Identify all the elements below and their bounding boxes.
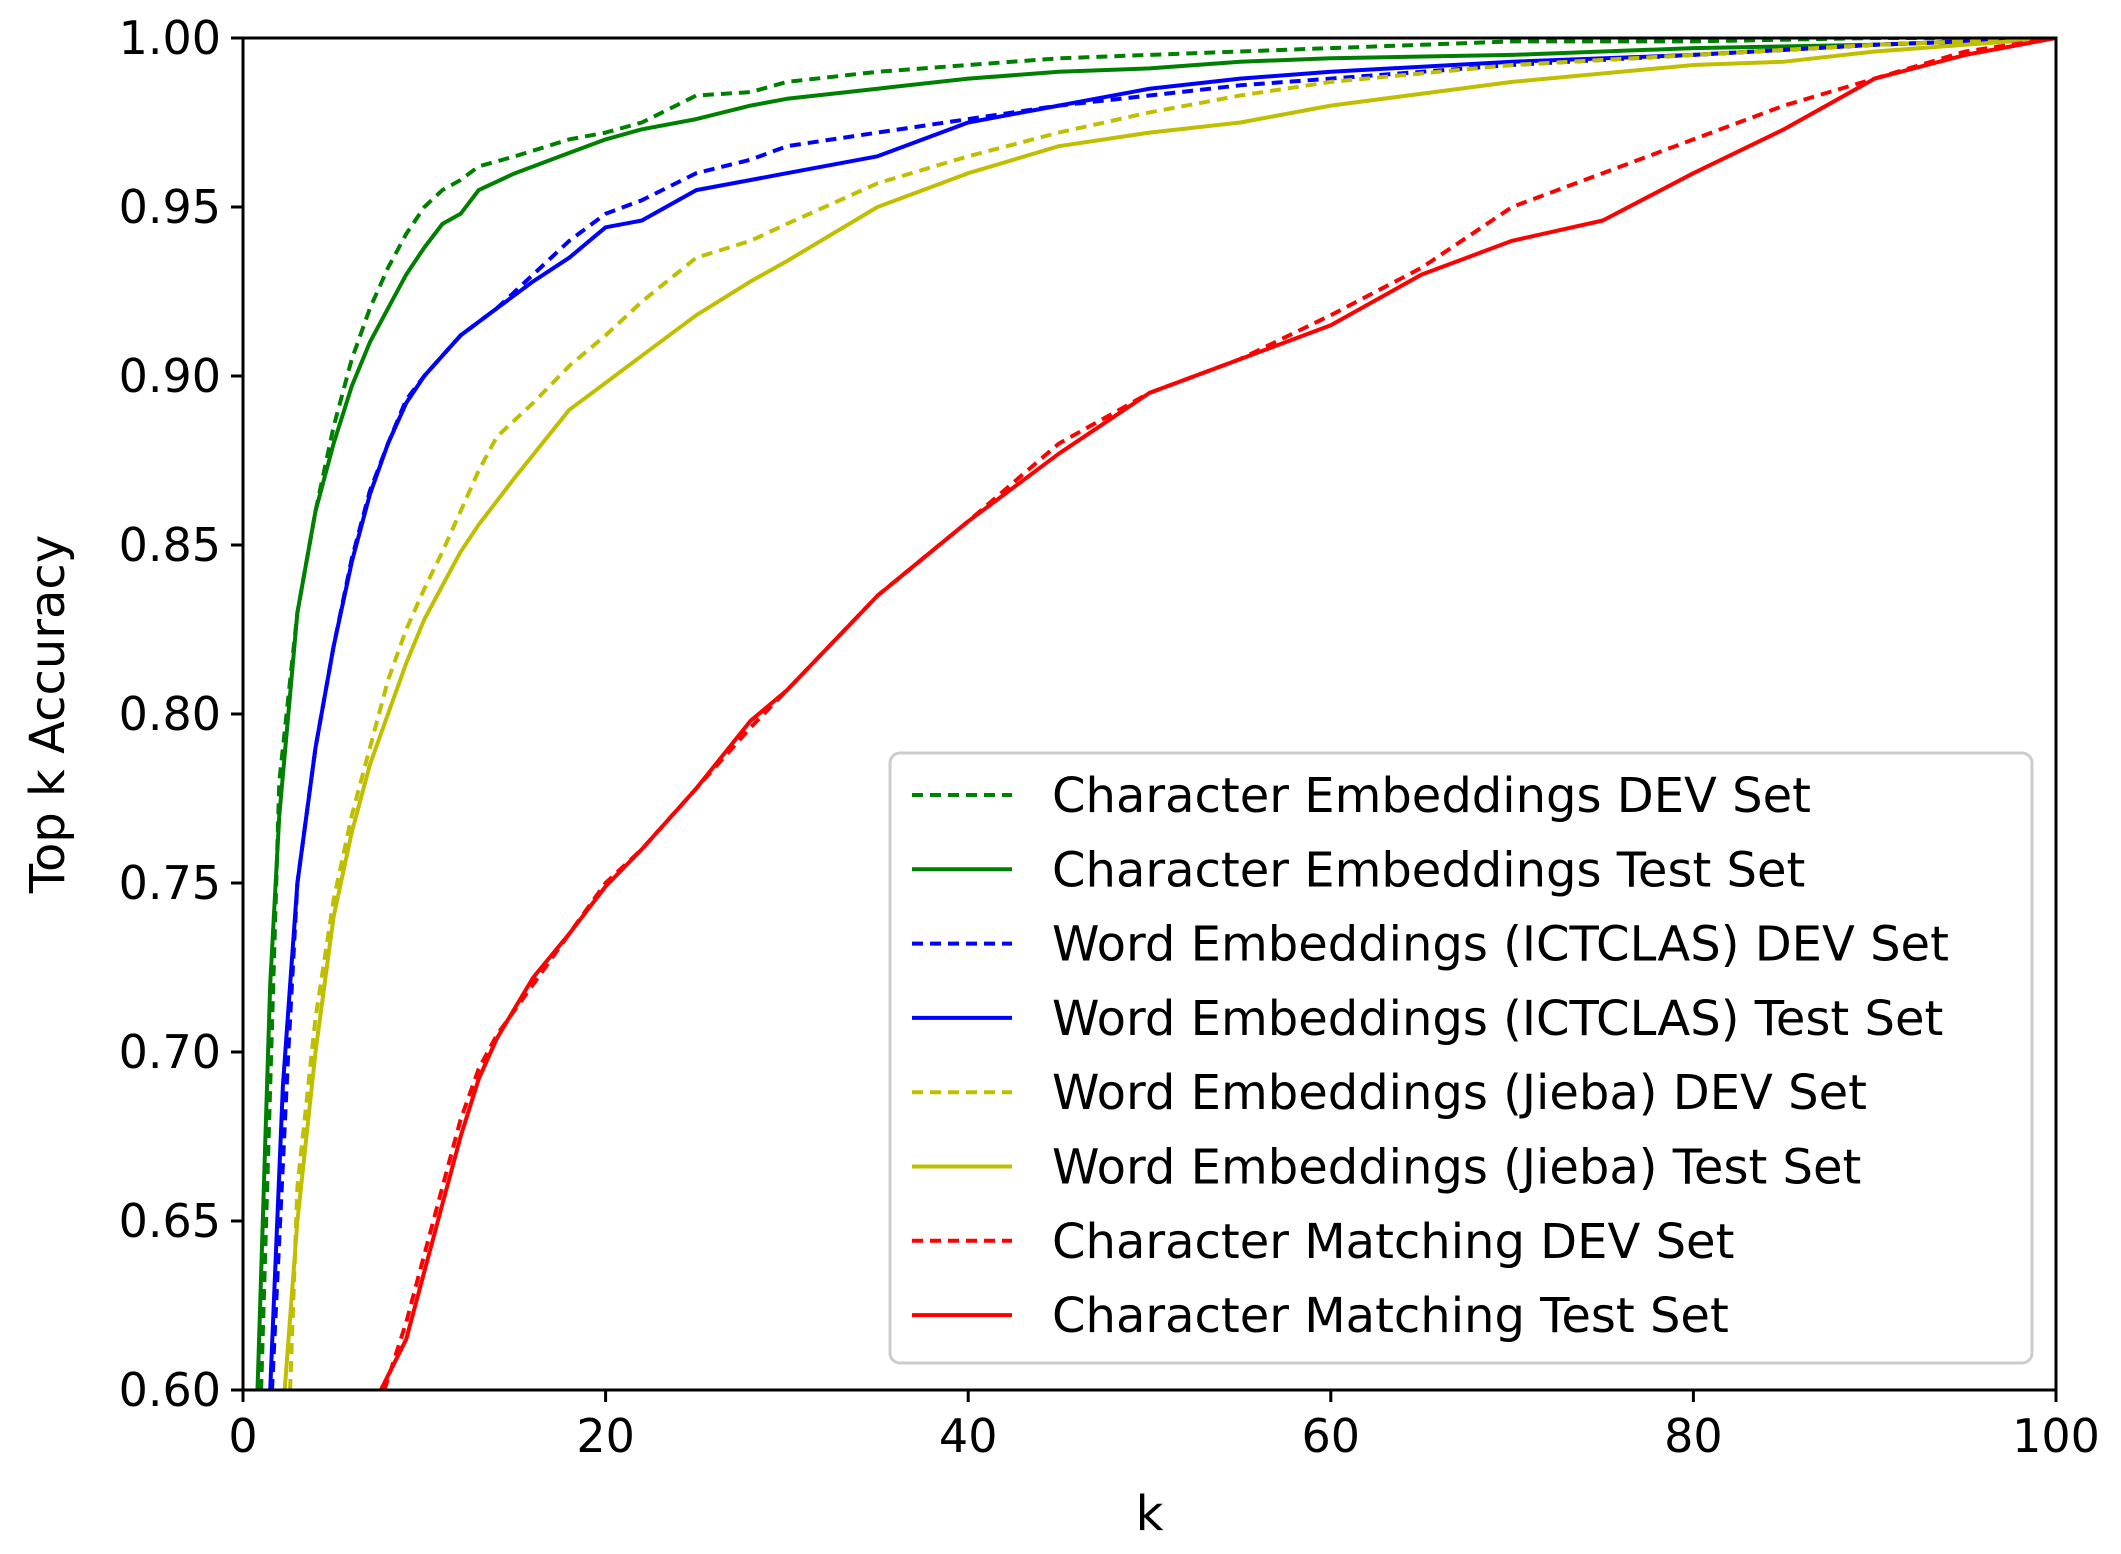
y-tick-label: 0.90: [119, 349, 221, 403]
x-tick-label: 100: [2012, 1409, 2100, 1463]
y-tick-label: 0.95: [119, 180, 221, 234]
legend-label: Word Embeddings (Jieba) Test Set: [1052, 1140, 1861, 1196]
x-tick-label: 0: [228, 1409, 257, 1463]
y-axis: 0.60 0.65 0.70 0.75 0.80 0.85 0.90 0.95 1.00: [119, 11, 243, 1417]
series-line-word-embeddings-jieba-dev-set: [288, 38, 2056, 1390]
x-tick-label: 80: [1664, 1409, 1723, 1463]
x-tick-label: 40: [939, 1409, 998, 1463]
legend: Character Embeddings DEV Set Character Em…: [888, 751, 2034, 1365]
legend-label: Word Embeddings (ICTCLAS) DEV Set: [1052, 917, 1949, 973]
y-tick-label: 1.00: [119, 11, 221, 65]
series-line-character-embeddings-dev-set: [259, 38, 2056, 1390]
y-tick-label: 0.75: [119, 856, 221, 910]
series-line-word-embeddings-ictclas-test-set: [268, 38, 2056, 1390]
legend-label: Word Embeddings (Jieba) DEV Set: [1052, 1065, 1867, 1121]
x-axis-label: k: [1136, 1486, 1164, 1542]
legend-label: Word Embeddings (ICTCLAS) Test Set: [1052, 991, 1943, 1047]
y-tick-label: 0.80: [119, 687, 221, 741]
series-layer: [255, 38, 2056, 1390]
series-line-word-embeddings-ictclas-dev-set: [270, 38, 2056, 1390]
series-line-character-matching-test-set: [379, 38, 2056, 1390]
y-tick-label: 0.65: [119, 1194, 221, 1248]
legend-label: Character Embeddings DEV Set: [1052, 768, 1811, 824]
legend-label: Character Matching DEV Set: [1052, 1214, 1734, 1270]
series-line-character-embeddings-test-set: [255, 38, 2056, 1390]
y-tick-label: 0.85: [119, 518, 221, 572]
x-tick-label: 20: [576, 1409, 635, 1463]
y-tick-label: 0.60: [119, 1363, 221, 1417]
legend-label: Character Embeddings Test Set: [1052, 842, 1805, 898]
series-line-word-embeddings-jieba-test-set: [282, 38, 2056, 1390]
x-axis: 0 20 40 60 80 100: [228, 1390, 2100, 1463]
x-tick-label: 60: [1302, 1409, 1361, 1463]
legend-box: [888, 751, 2034, 1365]
legend-label: Character Matching Test Set: [1052, 1288, 1729, 1344]
y-tick-label: 0.70: [119, 1025, 221, 1079]
y-axis-label: Top k Accuracy: [20, 535, 76, 894]
